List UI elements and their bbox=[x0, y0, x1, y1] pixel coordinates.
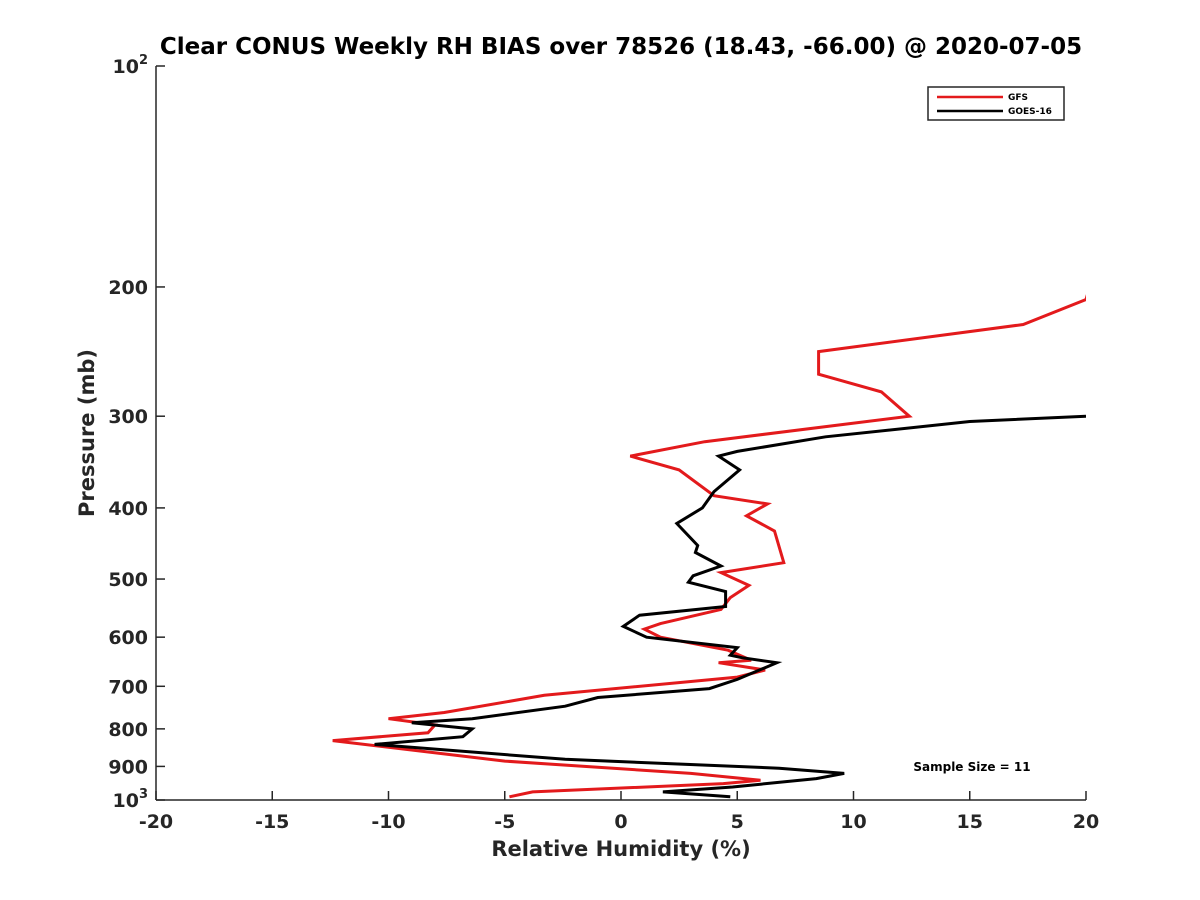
x-tick-label: 15 bbox=[957, 811, 983, 833]
y-axis-label: Pressure (mb) bbox=[75, 349, 99, 517]
y-tick-label: 200 bbox=[108, 277, 148, 299]
legend-label-gfs: GFS bbox=[1008, 93, 1028, 103]
x-axis-label: Relative Humidity (%) bbox=[491, 837, 750, 861]
y-tick-label: 700 bbox=[108, 676, 148, 698]
chart-title: Clear CONUS Weekly RH BIAS over 78526 (1… bbox=[160, 34, 1082, 60]
y-tick-label: 600 bbox=[108, 627, 148, 649]
x-tick-label: 5 bbox=[731, 811, 744, 833]
y-tick-label: 103 bbox=[113, 787, 149, 812]
x-tick-label: -5 bbox=[494, 811, 515, 833]
y-tick-label: 102 bbox=[113, 53, 149, 78]
x-tick-label: 10 bbox=[840, 811, 866, 833]
x-tick-label: -20 bbox=[139, 811, 173, 833]
y-tick-label: 800 bbox=[108, 719, 148, 741]
y-tick-label: 400 bbox=[108, 498, 148, 520]
x-tick-label: -10 bbox=[371, 811, 405, 833]
x-tick-label: 20 bbox=[1073, 811, 1099, 833]
y-tick-label: 900 bbox=[108, 756, 148, 778]
legend: GFS GOES-16 bbox=[927, 86, 1065, 121]
x-ticks: -20 -15 -10 -5 0 5 10 15 20 bbox=[139, 791, 1099, 833]
legend-label-goes16: GOES-16 bbox=[1008, 107, 1052, 117]
series-line-goes16 bbox=[374, 414, 1086, 799]
x-tick-label: -15 bbox=[255, 811, 289, 833]
y-tick-label: 500 bbox=[108, 569, 148, 591]
x-tick-label: 0 bbox=[614, 811, 627, 833]
series-line-gfs bbox=[332, 294, 1086, 799]
series-layer bbox=[332, 294, 1086, 799]
y-ticks: 102 200 300 400 500 600 700 800 900 103 bbox=[108, 53, 165, 812]
sample-size-annotation: Sample Size = 11 bbox=[913, 760, 1030, 774]
y-tick-label: 300 bbox=[108, 406, 148, 428]
legend-box bbox=[927, 86, 1065, 121]
